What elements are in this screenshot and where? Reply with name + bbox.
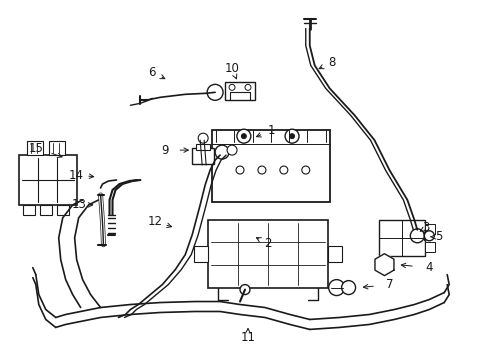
Circle shape: [279, 166, 287, 174]
Circle shape: [328, 280, 344, 296]
Bar: [224, 82, 254, 100]
Bar: [194, 246, 208, 262]
Bar: [208, 220, 327, 288]
Circle shape: [285, 129, 299, 143]
Circle shape: [240, 285, 249, 294]
Circle shape: [244, 84, 250, 90]
Circle shape: [289, 134, 294, 139]
Polygon shape: [374, 254, 393, 276]
Circle shape: [226, 145, 237, 155]
Text: 4: 4: [425, 261, 432, 274]
Bar: [49, 141, 64, 155]
Circle shape: [207, 84, 223, 100]
Bar: [192, 148, 214, 164]
Bar: [327, 246, 341, 262]
Text: 10: 10: [224, 62, 239, 75]
Text: 6: 6: [148, 66, 156, 79]
Text: 13: 13: [71, 198, 86, 211]
Text: 9: 9: [161, 144, 169, 157]
Bar: [425, 242, 434, 252]
Circle shape: [215, 145, 228, 159]
Bar: [23, 205, 35, 215]
Bar: [19, 155, 77, 205]
Circle shape: [409, 229, 424, 243]
Text: 3: 3: [422, 221, 429, 234]
Text: 12: 12: [147, 215, 163, 228]
Text: 11: 11: [240, 331, 255, 344]
Text: 5: 5: [435, 230, 442, 243]
Bar: [425, 224, 434, 234]
Text: 14: 14: [69, 168, 84, 181]
Text: 2: 2: [264, 237, 271, 250]
Bar: [212, 130, 329, 202]
Circle shape: [198, 133, 208, 143]
Circle shape: [236, 129, 250, 143]
Circle shape: [424, 231, 433, 241]
Bar: [379, 220, 425, 256]
Text: 8: 8: [327, 56, 335, 69]
Circle shape: [236, 166, 244, 174]
Circle shape: [341, 280, 355, 294]
Text: 15: 15: [28, 141, 43, 155]
Circle shape: [379, 260, 388, 270]
Text: 1: 1: [267, 124, 275, 137]
Circle shape: [258, 166, 265, 174]
Bar: [27, 141, 42, 155]
Bar: [57, 205, 68, 215]
Text: 7: 7: [385, 278, 392, 291]
Bar: [196, 144, 210, 150]
Circle shape: [228, 84, 235, 90]
Circle shape: [241, 134, 246, 139]
Circle shape: [301, 166, 309, 174]
Bar: [40, 205, 52, 215]
